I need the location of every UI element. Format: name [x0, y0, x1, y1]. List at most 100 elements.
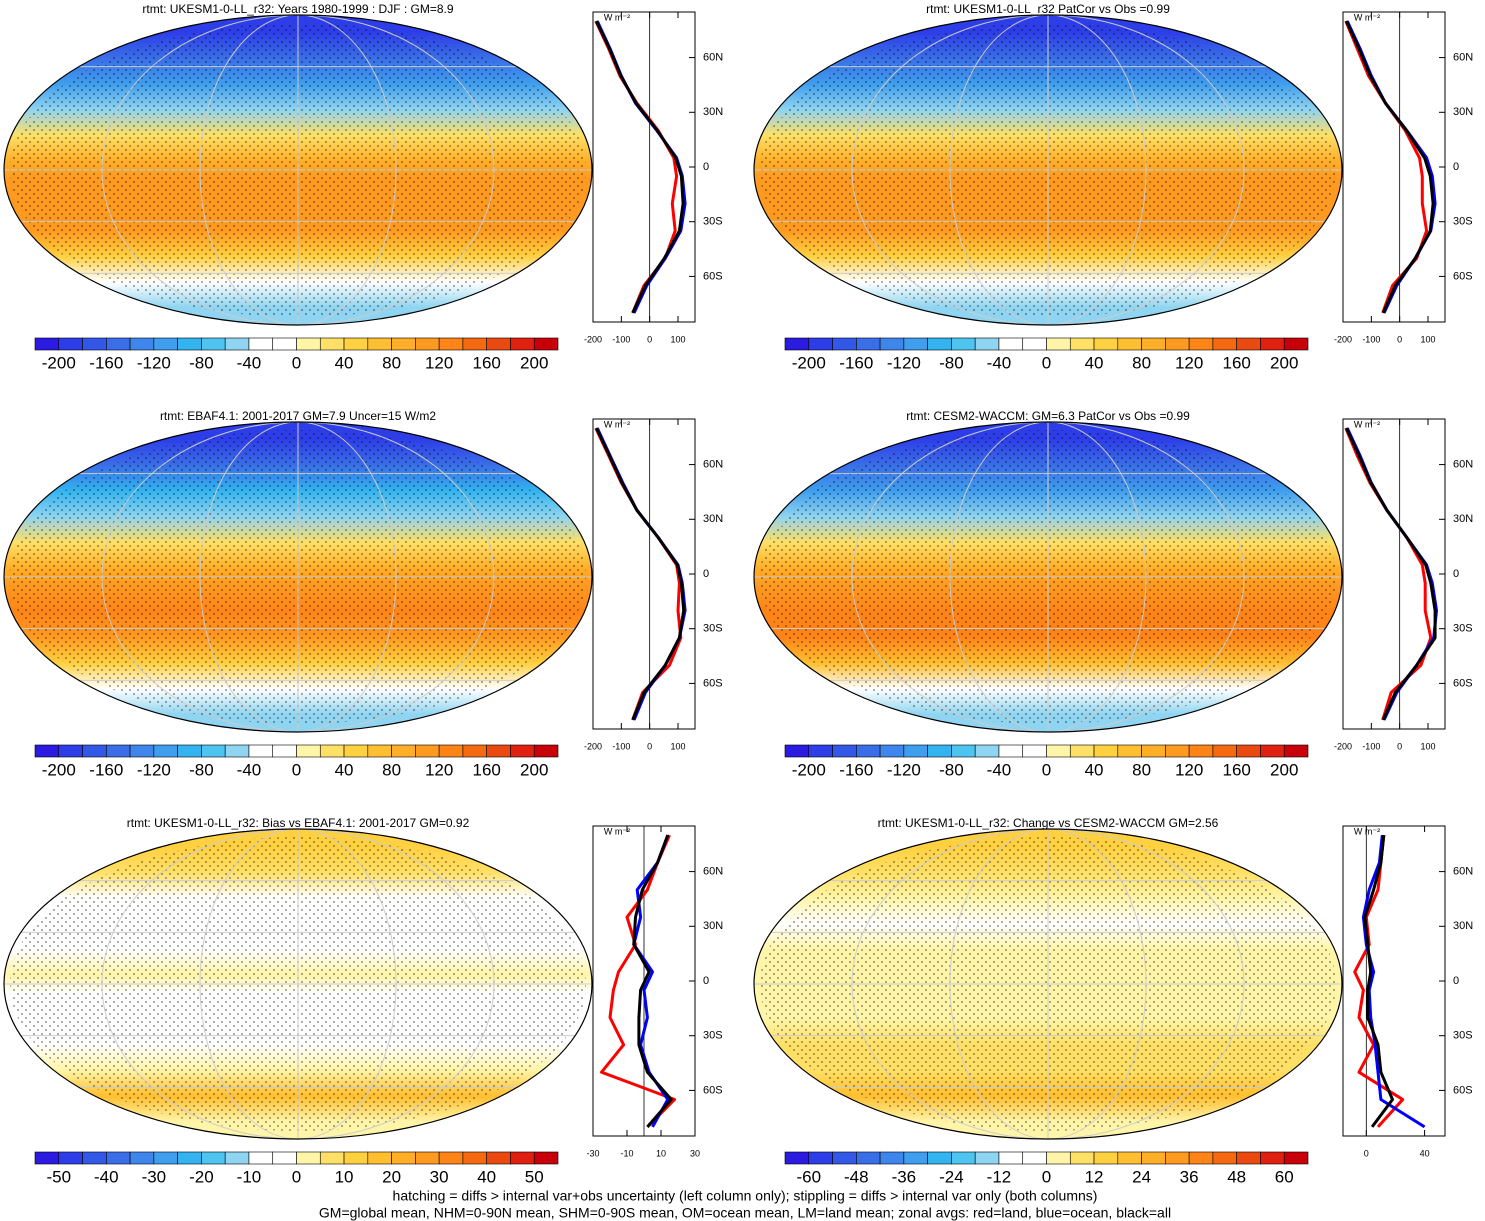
colorbar-box — [510, 1151, 535, 1165]
colorbar-label: 80 — [382, 760, 401, 779]
x-tick-label: -100 — [612, 741, 630, 751]
colorbar-box — [951, 1151, 976, 1165]
colorbar-label: 200 — [1270, 353, 1298, 372]
zonal-line-land — [1344, 20, 1429, 314]
colorbar-label: 120 — [425, 353, 453, 372]
colorbar-label: -120 — [137, 353, 171, 372]
colorbar-label: 60 — [1275, 1167, 1294, 1186]
colorbar-label: -80 — [939, 760, 964, 779]
colorbar-label: -30 — [142, 1167, 167, 1186]
colorbar-box — [951, 744, 976, 758]
colorbar-label: 40 — [335, 353, 354, 372]
colorbar-label: 0 — [1042, 760, 1051, 779]
colorbar-box — [248, 1151, 274, 1165]
x-tick-label: 0 — [1397, 741, 1402, 751]
x-tick-label: -100 — [612, 334, 630, 344]
map-border — [3, 14, 593, 326]
colorbar-label: 24 — [1132, 1167, 1151, 1186]
colorbar-box — [296, 337, 321, 351]
colorbar-box — [879, 337, 905, 351]
colorbar-label: 200 — [1270, 760, 1298, 779]
x-tick-label: 100 — [1420, 334, 1435, 344]
colorbar-box — [367, 1151, 392, 1165]
colorbar-label: 30 — [430, 1167, 449, 1186]
colorbar-label: 12 — [1085, 1167, 1104, 1186]
colorbar-box — [1069, 744, 1095, 758]
colorbar-box — [856, 1151, 881, 1165]
colorbar-label: 0 — [292, 1167, 301, 1186]
colorbar-label: -40 — [987, 353, 1012, 372]
colorbar-box — [486, 337, 511, 351]
colorbar-box — [153, 1151, 178, 1165]
unit-label: W m⁻² — [604, 12, 630, 22]
x-tick-label: 0 — [1397, 334, 1402, 344]
colorbar-box — [248, 744, 274, 758]
colorbar-box — [1046, 337, 1071, 351]
colorbar-box — [832, 337, 857, 351]
colorbar-box — [343, 1151, 369, 1165]
colorbar-box — [974, 337, 1000, 351]
colorbar-box — [1165, 337, 1190, 351]
colorbar-label: 40 — [1085, 760, 1104, 779]
colorbar-box — [153, 744, 178, 758]
colorbar-box — [1236, 744, 1261, 758]
colorbar-box — [510, 337, 535, 351]
y-tick-label: 0 — [1453, 161, 1459, 173]
note: GM=global mean, NHM=0-90N mean, SHM=0-90… — [319, 1205, 1171, 1221]
y-tick-label: 0 — [703, 568, 709, 580]
colorbar-label: 36 — [1180, 1167, 1199, 1186]
zonal-line-land — [594, 427, 683, 721]
panel-title: rtmt: UKESM1-0-LL_r32: Change vs CESM2-W… — [878, 816, 1219, 830]
colorbar-box — [34, 1151, 60, 1165]
colorbar-box — [1046, 1151, 1071, 1165]
colorbar-box — [1069, 1151, 1095, 1165]
colorbar-box — [1093, 1151, 1119, 1165]
colorbar-label: 0 — [1042, 353, 1051, 372]
colorbar-label: 0 — [292, 760, 301, 779]
colorbar-label: -160 — [839, 353, 873, 372]
colorbar-box — [438, 744, 464, 758]
unit-label: W m⁻² — [604, 826, 630, 836]
unit-label: W m⁻² — [604, 419, 630, 429]
colorbar-label: 120 — [1175, 760, 1203, 779]
y-tick-label: 60S — [1453, 1084, 1473, 1096]
colorbar-box — [784, 1151, 810, 1165]
y-tick-label: 60S — [703, 677, 723, 689]
colorbar-box — [106, 1151, 131, 1165]
colorbar-box — [1117, 337, 1142, 351]
colorbar-label: 120 — [1175, 353, 1203, 372]
colorbar-label: -36 — [892, 1167, 917, 1186]
colorbar-box — [58, 1151, 83, 1165]
colorbar-label: 200 — [520, 760, 548, 779]
colorbar-box — [129, 744, 155, 758]
colorbar-box — [319, 744, 345, 758]
zonal-line-all — [1345, 427, 1437, 721]
y-tick-label: 30S — [1453, 1030, 1473, 1042]
colorbar-box — [903, 1151, 928, 1165]
colorbar-box — [998, 744, 1024, 758]
y-tick-label: 30N — [1453, 106, 1473, 118]
y-tick-label: 60N — [1453, 865, 1473, 877]
colorbar-label: 160 — [1222, 353, 1250, 372]
colorbar-label: -80 — [189, 760, 214, 779]
colorbar-label: 160 — [472, 353, 500, 372]
colorbar-box — [82, 337, 107, 351]
y-tick-label: 60N — [1453, 51, 1473, 63]
colorbar-box — [177, 744, 202, 758]
colorbar-box — [1260, 744, 1285, 758]
colorbar-label: 120 — [425, 760, 453, 779]
colorbar-box — [438, 1151, 464, 1165]
zonal-line-land — [600, 834, 677, 1128]
x-tick-label: -200 — [584, 334, 602, 344]
y-tick-label: 0 — [703, 975, 709, 987]
panel-title: rtmt: EBAF4.1: 2001-2017 GM=7.9 Uncer=15… — [160, 409, 436, 423]
colorbar-box — [224, 1151, 250, 1165]
y-tick-label: 0 — [1453, 975, 1459, 987]
map-border — [3, 421, 593, 733]
colorbar-label: -24 — [939, 1167, 964, 1186]
colorbar-box — [784, 744, 810, 758]
y-tick-label: 0 — [703, 161, 709, 173]
colorbar-box — [391, 744, 416, 758]
x-tick-label: 0 — [647, 741, 652, 751]
colorbar-box — [879, 1151, 905, 1165]
